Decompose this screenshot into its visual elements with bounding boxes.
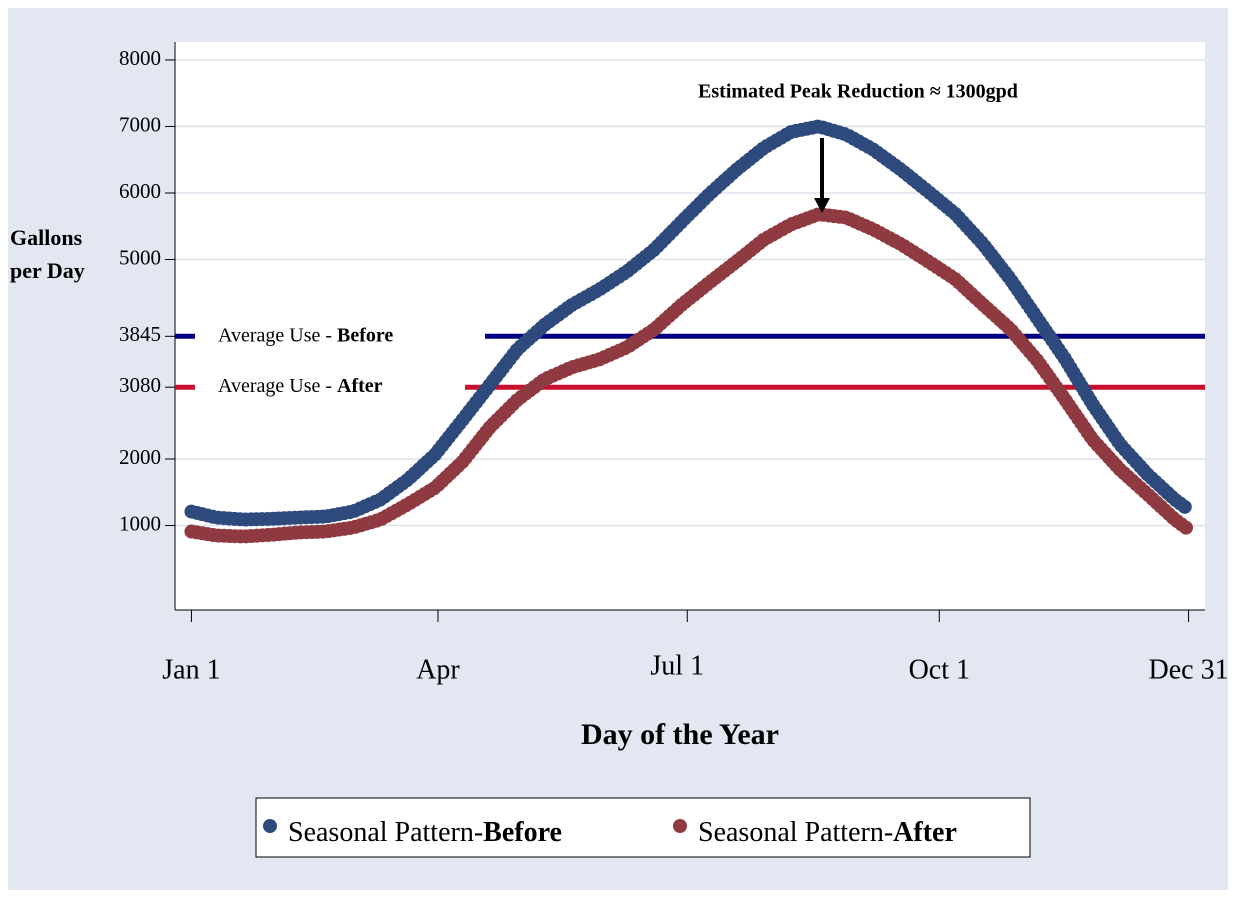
- legend-marker: [673, 819, 687, 833]
- x-tick-label: Oct 1: [909, 654, 970, 685]
- x-tick-label: Jul 1: [650, 650, 704, 681]
- label-background: [195, 373, 465, 398]
- label-text: Average Use -: [218, 375, 337, 397]
- label-text: Average Use -: [218, 324, 337, 346]
- legend-bold: Before: [483, 817, 562, 848]
- x-tick-label: Apr: [416, 654, 460, 685]
- label-background: [195, 322, 485, 347]
- legend-marker: [263, 819, 277, 833]
- x-tick-label: Dec 31: [1149, 654, 1229, 685]
- series-line: [184, 207, 1196, 544]
- y-tick-label: 7000: [119, 112, 161, 136]
- legend-bold: After: [893, 817, 957, 848]
- label-bold: After: [337, 375, 383, 397]
- y-axis-label: per Day: [10, 258, 85, 283]
- series-line: [184, 119, 1196, 527]
- y-tick-label: 2000: [119, 445, 161, 469]
- annotation: Estimated Peak Reduction ≈ 1300gpd: [698, 81, 1018, 103]
- legend-label: Seasonal Pattern-Before: [288, 817, 562, 848]
- legend: [255, 797, 1031, 858]
- y-tick-label: 6000: [119, 179, 161, 203]
- reference-label: Average Use - Before: [218, 324, 393, 346]
- arrow-head: [814, 198, 830, 213]
- label-bold: Before: [337, 324, 393, 346]
- y-tick-label: 1000: [119, 511, 161, 535]
- legend-label: Seasonal Pattern-After: [698, 817, 957, 848]
- x-axis-label: Day of the Year: [581, 718, 779, 751]
- y-tick-label: 3845: [119, 322, 161, 346]
- y-tick-label: 5000: [119, 245, 161, 269]
- legend-text: Seasonal Pattern-: [288, 817, 483, 848]
- y-axis-label: Gallons: [10, 225, 83, 250]
- legend-text: Seasonal Pattern-: [698, 817, 893, 848]
- reference-label: Average Use - After: [218, 375, 383, 397]
- x-tick-label: Jan 1: [162, 654, 220, 685]
- y-tick-label: 3080: [119, 373, 161, 397]
- y-tick-label: 8000: [119, 46, 161, 70]
